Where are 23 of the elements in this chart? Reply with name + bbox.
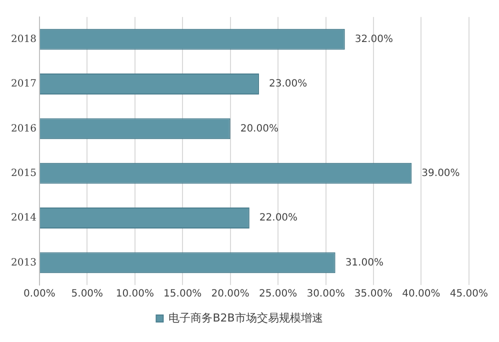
x-tick-label: 30.00% (306, 288, 345, 300)
y-tick-label: 2018 (10, 34, 36, 45)
x-tick-label: 25.00% (258, 288, 298, 300)
data-label: 39.00% (422, 168, 460, 179)
x-tick-label: 45.00% (450, 288, 488, 300)
x-tick-label: 35.00% (354, 288, 393, 300)
y-tick-label: 2016 (10, 123, 36, 134)
data-label: 31.00% (345, 257, 384, 268)
x-tick-label: 10.00% (116, 288, 154, 300)
legend-label: 电子商务B2B市场交易规模增速 (168, 311, 323, 324)
data-label: 20.00% (240, 123, 278, 134)
x-tick-label: 15.00% (164, 288, 202, 300)
x-tick-label: 40.00% (402, 288, 440, 300)
y-tick-label: 2017 (10, 78, 36, 90)
data-label: 23.00% (268, 78, 308, 90)
x-tick-label: 20.00% (211, 288, 250, 300)
x-tick-label: 5.00% (71, 288, 104, 300)
y-tick-label: 2013 (10, 257, 36, 268)
data-label: 32.00% (354, 34, 393, 45)
data-label: 22.00% (259, 212, 298, 224)
y-tick-label: 2014 (10, 212, 36, 224)
y-tick-label: 2015 (10, 168, 36, 179)
x-tick-label: 0.00% (24, 288, 56, 300)
